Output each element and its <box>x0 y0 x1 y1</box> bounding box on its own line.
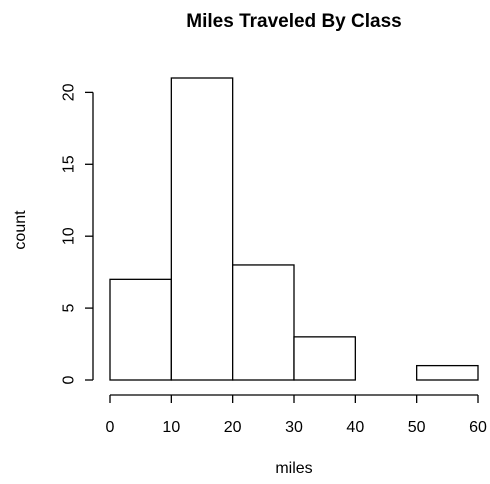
x-tick-label-6: 60 <box>469 419 487 436</box>
histogram-bar-3 <box>293 336 356 381</box>
x-tick-label-3: 30 <box>285 419 303 436</box>
x-tick-label-5: 50 <box>408 419 426 436</box>
histogram-bar-1 <box>170 77 234 381</box>
histogram-bar-2 <box>232 264 295 381</box>
bars-group <box>109 77 479 381</box>
histogram-bar-0 <box>109 278 172 381</box>
x-axis: 0 10 20 30 40 50 60 <box>106 394 487 436</box>
y-axis: 0 5 10 15 20 <box>61 83 94 384</box>
x-tick-label-2: 20 <box>224 419 242 436</box>
y-tick-label-2: 10 <box>61 227 78 245</box>
y-tick-label-3: 15 <box>61 155 78 173</box>
x-tick-label-0: 0 <box>106 419 115 436</box>
y-tick-label-0: 0 <box>61 375 78 384</box>
x-axis-label: miles <box>275 460 312 477</box>
y-tick-label-1: 5 <box>61 304 78 313</box>
x-tick-label-4: 40 <box>346 419 364 436</box>
y-tick-label-4: 20 <box>61 83 78 101</box>
x-tick-label-1: 10 <box>162 419 180 436</box>
histogram-bar-5 <box>416 364 479 381</box>
chart-title: Miles Traveled By Class <box>186 11 401 32</box>
y-axis-label: count <box>12 210 29 250</box>
